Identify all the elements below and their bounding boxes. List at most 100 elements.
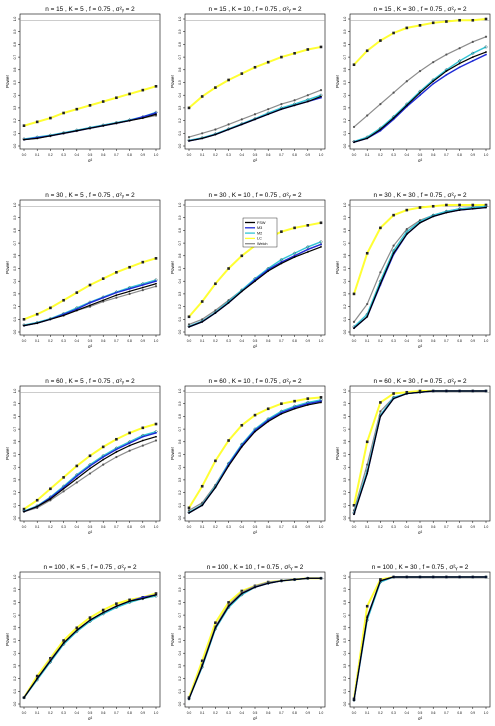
point-lc — [306, 48, 310, 51]
x-tick-label: 0.9 — [306, 339, 311, 343]
point-fsw — [75, 477, 78, 480]
x-tick-label: 0.4 — [240, 153, 245, 157]
x-axis-label: σ² — [88, 344, 93, 349]
point-fsw — [392, 117, 395, 119]
x-tick-label: 0.1 — [365, 153, 370, 157]
point-lc — [306, 224, 310, 227]
point-lc — [392, 392, 395, 395]
x-tick-label: 0.8 — [127, 711, 132, 715]
point-lc — [352, 504, 356, 507]
point-m3 — [62, 313, 65, 316]
series-line-m3 — [353, 206, 487, 329]
x-tick-label: 0.4 — [75, 711, 80, 715]
point-welch — [366, 463, 369, 466]
point-fsw — [128, 444, 131, 447]
point-fsw — [366, 616, 369, 619]
x-tick-label: 0.1 — [365, 711, 370, 715]
point-fsw — [379, 282, 382, 285]
x-tick-label: 0.2 — [378, 339, 383, 343]
point-lc — [200, 484, 204, 488]
x-tick-label: 0.3 — [391, 711, 396, 715]
point-m3 — [128, 442, 131, 444]
y-tick-label: 0.7 — [178, 613, 182, 618]
point-welch — [115, 455, 118, 459]
point-fsw — [306, 577, 309, 580]
point-fsw — [320, 95, 322, 98]
point-lc — [293, 399, 296, 403]
point-welch — [445, 53, 448, 56]
point-lc — [352, 63, 356, 67]
point-fsw — [432, 390, 435, 392]
panel-title: n = 60 , K = 10 , f = 0.75 , σ²ᵧ = 2 — [208, 378, 301, 385]
x-tick-label: 1.0 — [484, 525, 489, 529]
y-tick-label: 0.3 — [178, 663, 182, 668]
x-tick-label: 0.3 — [226, 339, 231, 343]
plot-frame — [19, 571, 161, 708]
point-fsw — [188, 698, 190, 700]
point-welch — [201, 318, 204, 321]
point-fsw — [49, 498, 52, 500]
series-line-welch — [353, 390, 486, 511]
y-tick-label: 0.2 — [343, 676, 347, 681]
panel-7: n = 60 , K = 5 , f = 0.75 , σ²ᵧ = 2 0.0 0.… — [5, 378, 161, 535]
y-tick-label: 0.9 — [13, 29, 17, 34]
point-fsw — [128, 119, 131, 122]
y-tick-label: 0.9 — [178, 29, 182, 34]
point-lc — [101, 277, 105, 280]
x-tick-label: 0.6 — [431, 153, 436, 157]
point-welch — [115, 296, 118, 299]
y-tick-label: 0.5 — [178, 452, 182, 457]
y-tick-label: 0.1 — [343, 131, 347, 136]
point-fsw — [293, 104, 296, 107]
point-welch — [75, 481, 78, 484]
point-welch — [187, 323, 191, 326]
x-tick-label: 0.3 — [61, 153, 66, 157]
point-fsw — [240, 445, 243, 448]
x-tick-label: 0.9 — [471, 153, 476, 157]
y-tick-label: 0.8 — [13, 414, 17, 419]
x-axis-label: σ² — [418, 344, 423, 349]
panel-2: n = 15 , K = 10 , f = 0.75 , σ²ᵧ = 2 0.0 0… — [170, 6, 326, 163]
point-lc — [115, 96, 118, 100]
point-m3 — [458, 66, 461, 69]
point-fsw — [102, 124, 105, 127]
point-fsw — [353, 699, 355, 702]
point-lc — [405, 26, 409, 30]
x-tick-label: 0.4 — [240, 525, 245, 529]
x-tick-label: 0.2 — [213, 339, 218, 343]
y-tick-label: 0.2 — [13, 118, 17, 123]
point-lc — [240, 254, 244, 258]
point-m3 — [419, 94, 421, 97]
point-fsw — [306, 100, 309, 103]
plot-frame — [349, 571, 491, 708]
point-lc — [200, 300, 204, 303]
series-line-m2 — [353, 390, 486, 514]
point-fsw — [280, 108, 283, 111]
x-tick-label: 0.6 — [266, 525, 271, 529]
x-tick-label: 0.2 — [48, 339, 53, 343]
y-tick-label: 0.9 — [178, 215, 182, 220]
x-tick-label: 0.7 — [279, 525, 284, 529]
x-tick-label: 0.9 — [471, 711, 476, 715]
panel-8: n = 60 , K = 10 , f = 0.75 , σ²ᵧ = 2 0.0 0… — [170, 378, 326, 535]
series-line-welch — [188, 400, 322, 511]
panel-title: n = 15 , K = 10 , f = 0.75 , σ²ᵧ = 2 — [208, 6, 301, 13]
point-lc — [484, 17, 488, 21]
point-m3 — [432, 82, 435, 85]
y-tick-label: 0.6 — [13, 625, 17, 630]
series-line-welch — [188, 243, 322, 325]
point-m3 — [306, 248, 309, 251]
point-fsw — [214, 312, 217, 314]
y-tick-label: 0.5 — [343, 638, 347, 643]
series-line-m2 — [188, 94, 322, 141]
x-axis-label: σ² — [418, 158, 423, 163]
point-lc — [293, 51, 296, 55]
point-m3 — [141, 284, 144, 286]
x-tick-label: 0.0 — [187, 525, 192, 529]
y-axis-label: Power — [335, 633, 340, 646]
point-lc — [115, 437, 118, 441]
point-m3 — [155, 280, 157, 283]
x-tick-label: 0.9 — [141, 525, 146, 529]
point-lc — [471, 18, 475, 22]
panel-title: n = 30 , K = 10 , f = 0.75 , σ²ᵧ = 2 — [208, 192, 301, 199]
